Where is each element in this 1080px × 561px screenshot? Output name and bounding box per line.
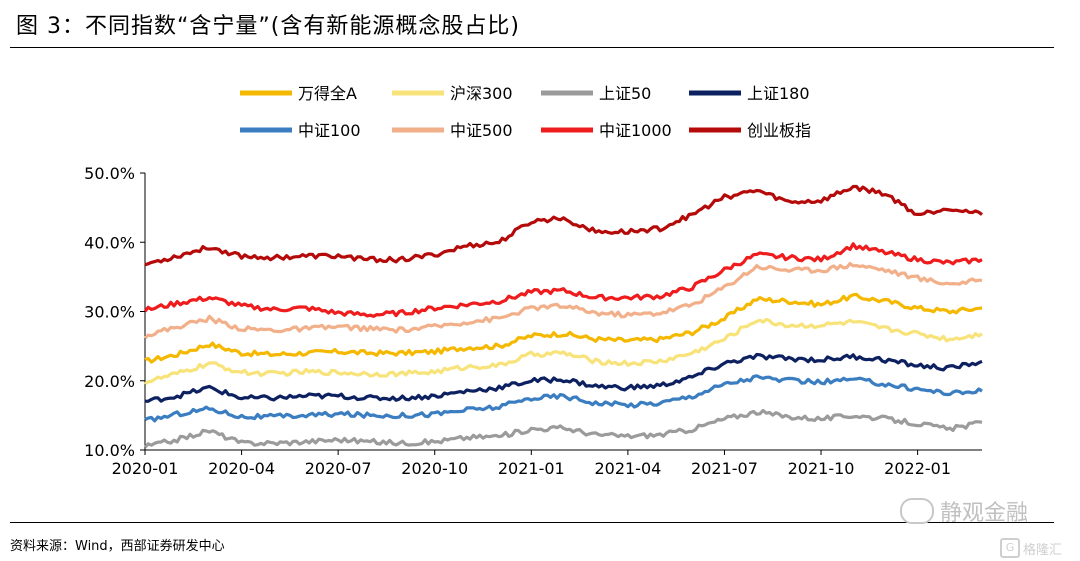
series-line-5	[144, 374, 983, 423]
legend-label: 沪深300	[450, 84, 513, 103]
source-note: 资料来源：Wind，西部证券研发中心	[10, 539, 225, 554]
series-line-4	[144, 352, 983, 403]
gelonghui-logo-icon: G	[1000, 538, 1020, 558]
bottom-rule	[10, 522, 1054, 523]
y-tick-label: 30.0%	[84, 303, 135, 322]
series-line-6	[143, 261, 983, 340]
x-tick-label: 2021-04	[594, 459, 661, 478]
legend-label: 上证180	[747, 84, 810, 103]
series-line-8	[144, 184, 983, 267]
series-line-7	[143, 242, 983, 318]
legend-label: 中证1000	[599, 121, 672, 140]
legend-label: 中证100	[298, 121, 361, 140]
y-tick-label: 50.0%	[84, 164, 135, 183]
series-line-2	[144, 317, 983, 386]
watermark-wechat: 静观金融	[900, 495, 1028, 527]
x-tick-label: 2021-01	[498, 459, 565, 478]
legend-label: 上证50	[599, 84, 651, 103]
top-rule	[10, 47, 1054, 48]
x-tick-label: 2021-10	[788, 459, 855, 478]
figure-title: 图 3：不同指数“含宁量”(含有新能源概念股占比)	[16, 14, 520, 39]
legend-label: 创业板指	[747, 121, 811, 140]
watermark-text: 静观金融	[940, 501, 1029, 526]
x-tick-label: 2020-10	[401, 459, 468, 478]
legend: 万得全A 沪深300 上证50 上证180 中证100 中证500 中证1000 创业板指	[240, 84, 811, 140]
wechat-icon	[900, 498, 934, 524]
x-tick-label: 2020-04	[208, 459, 275, 478]
x-axis: 2020-01 2020-04 2020-07 2020-10 2021-01 2021-…	[112, 449, 982, 478]
x-tick-label: 2020-01	[112, 459, 179, 478]
y-axis: 10.0% 20.0% 30.0% 40.0% 50.0%	[84, 164, 146, 460]
y-tick-label: 10.0%	[84, 441, 135, 460]
y-tick-label: 20.0%	[84, 372, 135, 391]
line-chart: 万得全A 沪深300 上证50 上证180 中证100 中证500 中证1000 创业板指 1…	[84, 84, 983, 478]
series-line-1	[144, 292, 983, 364]
x-tick-label: 2020-07	[305, 459, 372, 478]
watermark-gelonghui: G 格隆汇	[1000, 538, 1062, 558]
legend-label: 万得全A	[298, 84, 357, 103]
watermark2-text: 格隆汇	[1023, 542, 1063, 558]
series-lines	[143, 184, 983, 449]
y-tick-label: 40.0%	[84, 233, 135, 252]
legend-label: 中证500	[450, 121, 513, 140]
x-tick-label: 2021-07	[691, 459, 758, 478]
x-tick-label: 2022-01	[884, 459, 951, 478]
series-line-3	[143, 408, 983, 449]
